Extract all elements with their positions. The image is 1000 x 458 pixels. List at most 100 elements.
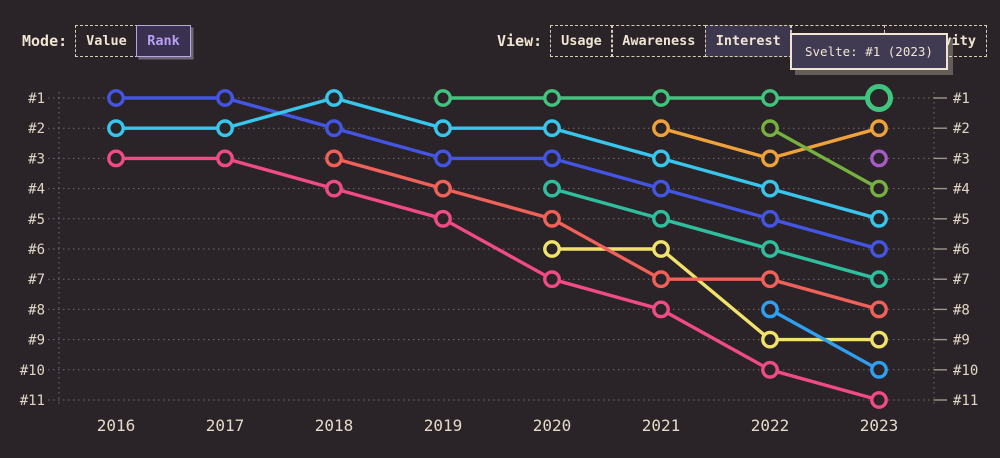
data-point-salmon-series-2022[interactable]	[761, 270, 779, 289]
year-label-2019[interactable]: 2019	[424, 416, 463, 435]
data-point-cyan-series-2020[interactable]	[543, 119, 561, 138]
data-point-cyan-series-2021[interactable]	[652, 149, 670, 168]
data-point-purple-series-2023[interactable]	[870, 149, 888, 168]
data-point-indigo-series-2018[interactable]	[325, 119, 343, 138]
data-point-lime-series-2022[interactable]	[761, 119, 779, 138]
data-point-indigo-series-2020[interactable]	[543, 149, 561, 168]
series-line-lime-series	[768, 126, 881, 191]
mode-option-value[interactable]: Value	[75, 25, 138, 57]
data-point-yellow-series-2021[interactable]	[652, 240, 670, 258]
data-point-yellow-series-2022[interactable]	[761, 330, 779, 349]
rank-label-right-6: #6	[953, 242, 970, 258]
data-point-orange-series-2023[interactable]	[870, 119, 888, 138]
year-label-2021[interactable]: 2021	[642, 416, 681, 435]
data-point-salmon-series-2018[interactable]	[325, 149, 343, 168]
data-point-pink-series-2023[interactable]	[870, 391, 888, 409]
data-point-yellow-series-2020[interactable]	[543, 240, 561, 258]
rank-label-right-5: #5	[953, 212, 970, 228]
year-label-2020[interactable]: 2020	[533, 416, 572, 435]
data-point-pink-series-2017[interactable]	[216, 149, 234, 168]
tooltip-text: Svelte: #1 (2023)	[805, 44, 933, 59]
data-point-teal-series-2023[interactable]	[870, 270, 888, 289]
data-point-indigo-series-2017[interactable]	[216, 89, 234, 107]
rank-label-left-2: #2	[28, 121, 45, 137]
rank-label-left-10: #10	[20, 363, 45, 379]
data-point-sky-series-2022[interactable]	[761, 300, 779, 319]
data-point-teal-series-2020[interactable]	[543, 179, 561, 198]
rank-label-right-11: #11	[953, 393, 978, 409]
view-option-awareness[interactable]: Awareness	[611, 25, 707, 57]
rank-label-left-11: #11	[20, 393, 45, 409]
data-point-svelte-2020[interactable]	[543, 89, 561, 107]
data-point-yellow-series-2023[interactable]	[870, 330, 888, 349]
year-label-2018[interactable]: 2018	[315, 416, 354, 435]
mode-control: Mode: Value Rank	[22, 25, 191, 57]
data-point-cyan-series-2017[interactable]	[216, 119, 234, 138]
data-point-teal-series-2022[interactable]	[761, 240, 779, 258]
rank-label-right-2: #2	[953, 121, 970, 137]
data-point-cyan-series-2016[interactable]	[107, 119, 125, 138]
data-point-indigo-series-2019[interactable]	[434, 149, 452, 168]
rank-label-left-8: #8	[28, 302, 45, 318]
rank-label-left-6: #6	[28, 242, 45, 258]
data-point-salmon-series-2020[interactable]	[543, 209, 561, 228]
data-point-svelte-2022[interactable]	[761, 89, 779, 107]
series-line-indigo-series	[114, 96, 881, 251]
rank-label-right-10: #10	[953, 363, 978, 379]
rank-label-right-7: #7	[953, 272, 970, 288]
year-label-2017[interactable]: 2017	[206, 416, 245, 435]
data-point-sky-series-2023[interactable]	[870, 360, 888, 379]
data-point-orange-series-2022[interactable]	[761, 149, 779, 168]
data-point-indigo-series-2023[interactable]	[870, 240, 888, 258]
mode-option-rank[interactable]: Rank	[136, 25, 191, 57]
rank-label-left-4: #4	[28, 182, 45, 198]
data-point-svelte-2021[interactable]	[652, 89, 670, 107]
data-point-svelte-2023-highlighted[interactable]	[865, 84, 893, 112]
rank-label-right-4: #4	[953, 182, 970, 198]
data-point-salmon-series-2023[interactable]	[870, 300, 888, 319]
view-label: View:	[497, 32, 543, 50]
data-point-cyan-series-2018[interactable]	[325, 89, 343, 107]
rank-label-right-9: #9	[953, 333, 970, 349]
data-point-pink-series-2018[interactable]	[325, 179, 343, 198]
data-point-pink-series-2020[interactable]	[543, 270, 561, 289]
rank-label-left-7: #7	[28, 272, 45, 288]
view-option-usage[interactable]: Usage	[550, 25, 613, 57]
year-label-2022[interactable]: 2022	[751, 416, 790, 435]
mode-label: Mode:	[22, 32, 68, 50]
data-point-pink-series-2022[interactable]	[761, 360, 779, 379]
data-point-lime-series-2023[interactable]	[870, 179, 888, 198]
data-point-indigo-series-2021[interactable]	[652, 179, 670, 198]
data-point-svelte-2019[interactable]	[434, 89, 452, 107]
data-point-pink-series-2021[interactable]	[652, 300, 670, 319]
series-line-pink-series	[114, 156, 881, 402]
series-line-salmon-series	[332, 156, 881, 312]
data-point-cyan-series-2019[interactable]	[434, 119, 452, 138]
series-line-cyan-series	[114, 96, 881, 221]
data-point-salmon-series-2021[interactable]	[652, 270, 670, 289]
data-point-salmon-series-2019[interactable]	[434, 179, 452, 198]
year-label-2016[interactable]: 2016	[97, 416, 136, 435]
year-label-2023[interactable]: 2023	[860, 416, 899, 435]
tooltip: Svelte: #1 (2023)	[790, 33, 948, 70]
series-line-sky-series	[768, 307, 881, 372]
data-point-teal-series-2021[interactable]	[652, 209, 670, 228]
data-point-indigo-series-2016[interactable]	[107, 89, 125, 107]
rank-label-left-1: #1	[28, 91, 45, 107]
rank-label-left-9: #9	[28, 333, 45, 349]
data-point-pink-series-2016[interactable]	[107, 149, 125, 168]
data-point-orange-series-2021[interactable]	[652, 119, 670, 138]
data-point-cyan-series-2023[interactable]	[870, 209, 888, 228]
rank-label-right-3: #3	[953, 151, 970, 167]
view-option-interest[interactable]: Interest	[704, 25, 792, 57]
rank-label-right-8: #8	[953, 302, 970, 318]
data-point-cyan-series-2022[interactable]	[761, 179, 779, 198]
rank-label-left-5: #5	[28, 212, 45, 228]
rank-label-right-1: #1	[953, 91, 970, 107]
data-point-indigo-series-2022[interactable]	[761, 209, 779, 228]
data-point-pink-series-2019[interactable]	[434, 209, 452, 228]
rank-label-left-3: #3	[28, 151, 45, 167]
mode-button-group: Value Rank	[75, 25, 191, 57]
